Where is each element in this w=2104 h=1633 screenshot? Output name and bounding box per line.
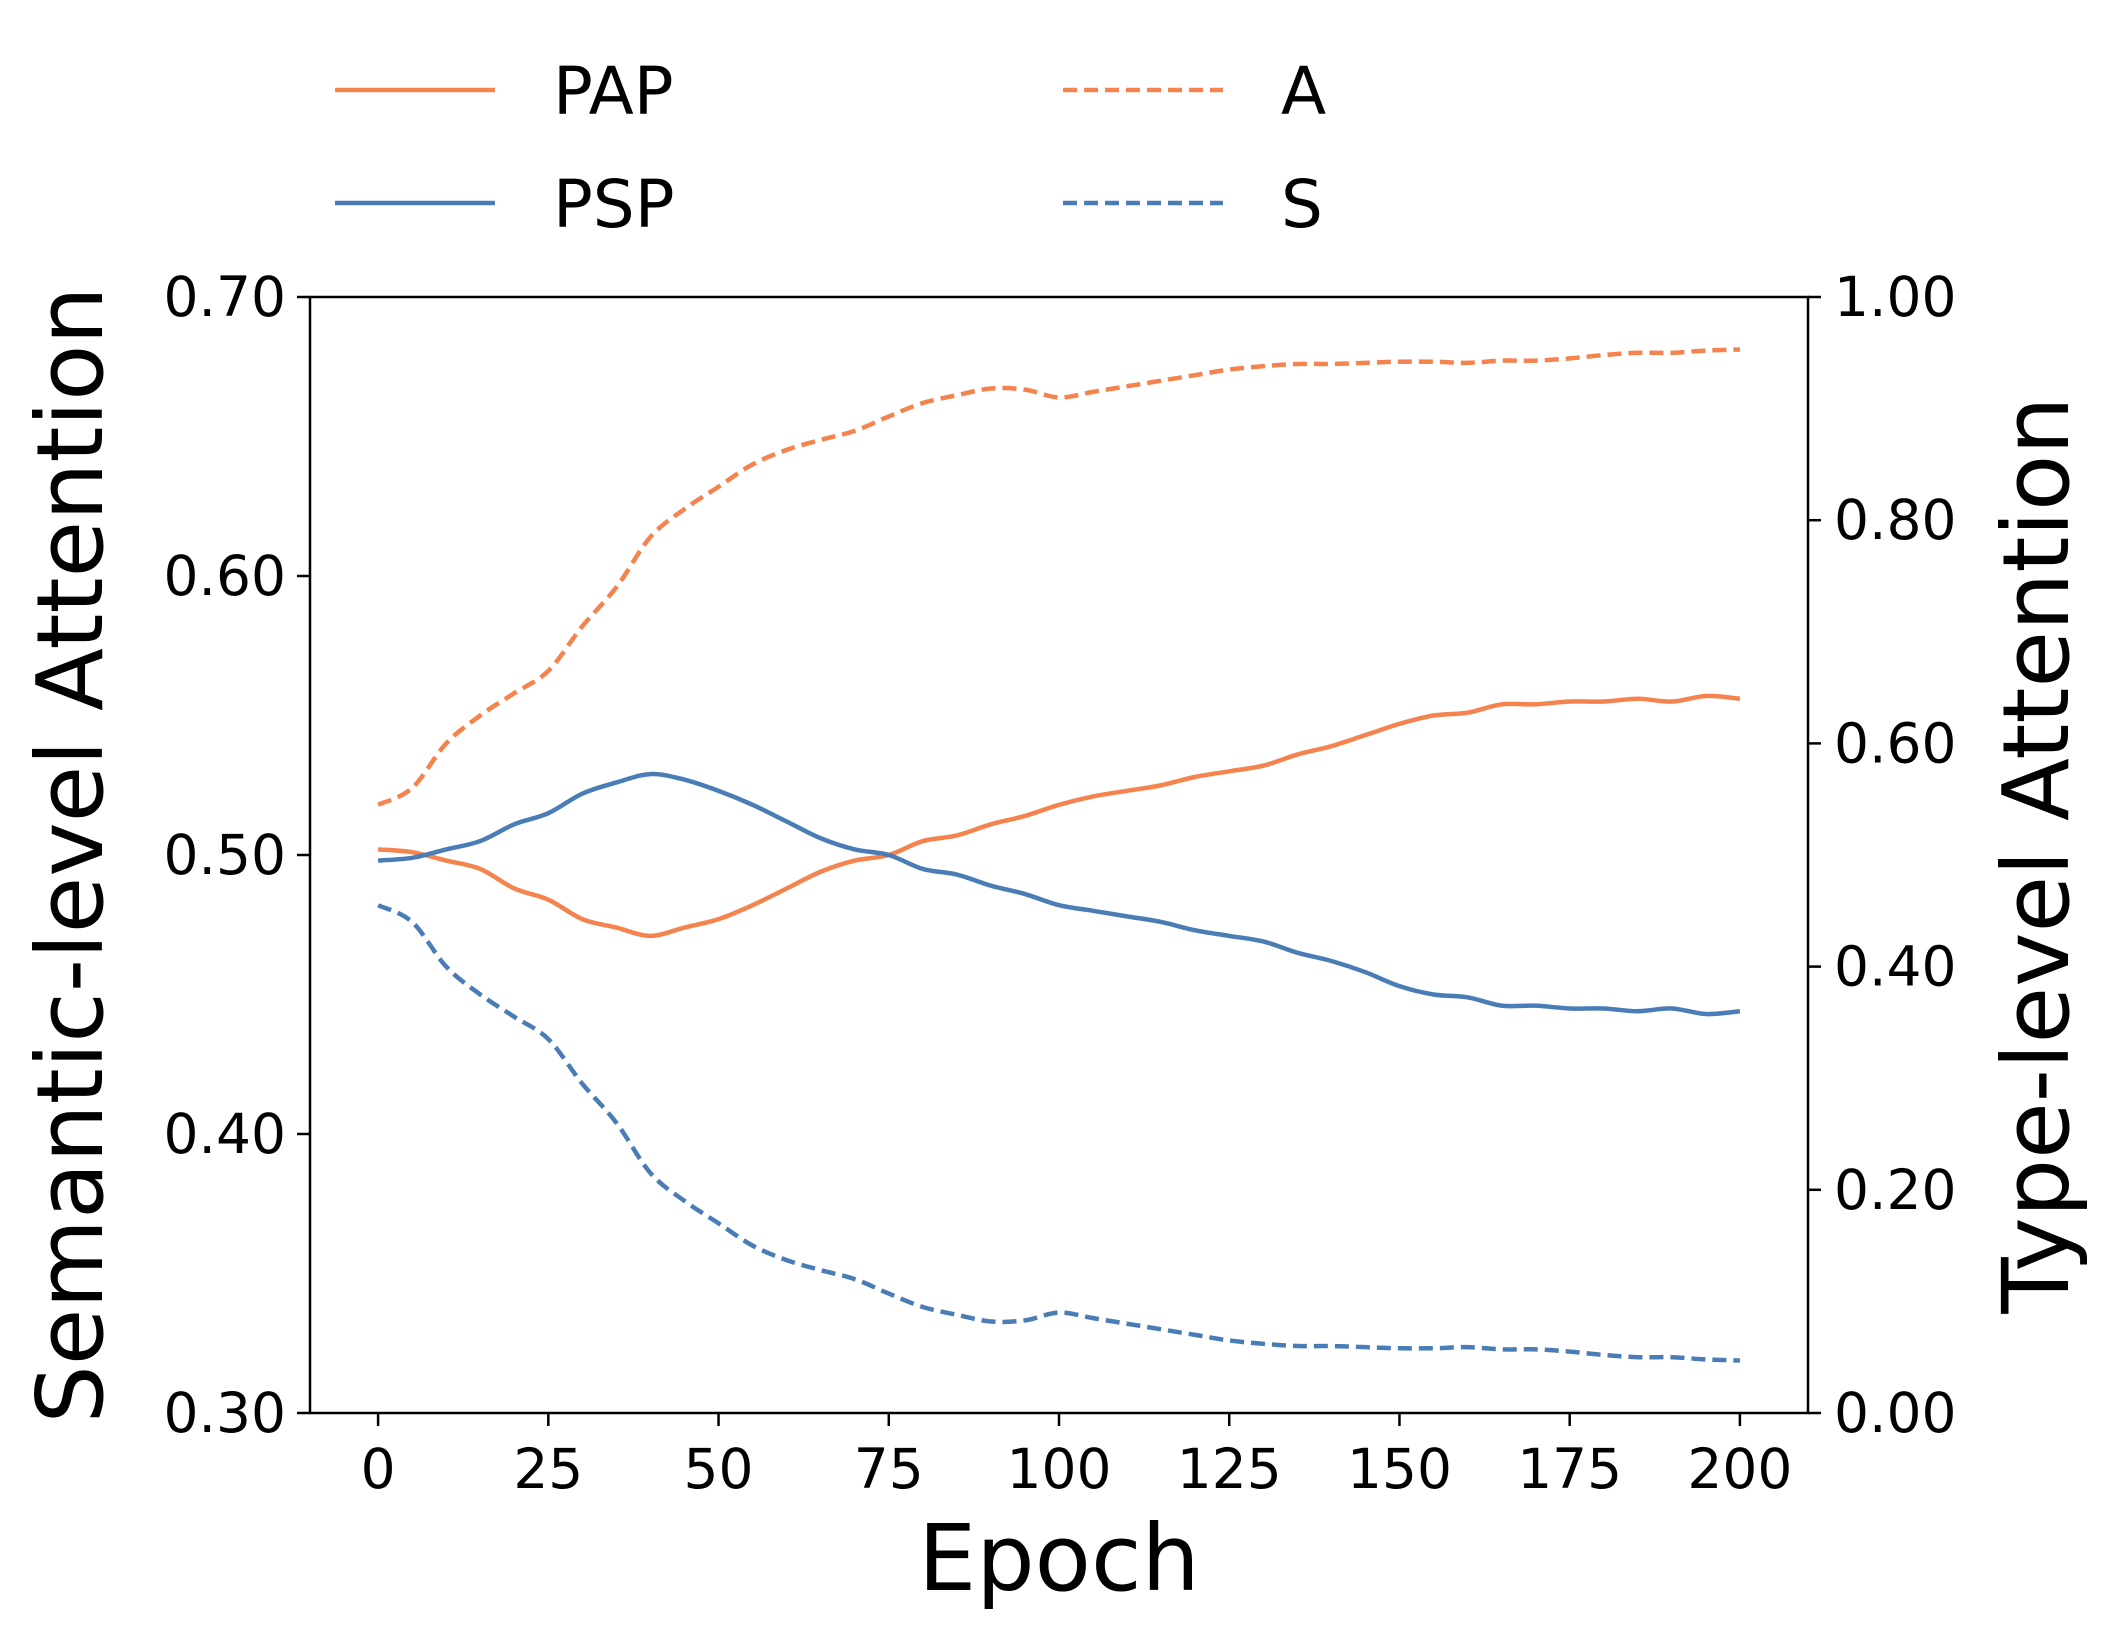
legend: PAP PSP AS [335,53,1326,243]
y-right-tick-label: 0.80 [1834,488,1956,552]
plot-series [377,347,1741,1363]
x-tick-label: 75 [854,1437,924,1501]
x-tick-label: 175 [1517,1437,1622,1501]
x-tick-label: 25 [513,1437,583,1501]
plot-frame [308,295,1810,1415]
y-right-tick-label: 0.20 [1834,1158,1956,1222]
y-left-tick-label: 0.70 [164,265,286,329]
x-axis-title: Epoch [918,1505,1200,1612]
x-tick-label: 125 [1177,1437,1282,1501]
legend-label-s: S [1281,166,1323,243]
series-line-a [377,347,1740,807]
legend-label-psp: PSP [553,166,675,243]
x-tick-label: 0 [361,1437,396,1501]
x-tick-label: 50 [684,1437,754,1501]
series-line-pap [377,693,1741,939]
y-right-tick-label: 0.00 [1834,1381,1956,1445]
x-tick-label: 150 [1347,1437,1452,1501]
series-line-psp [377,771,1741,1017]
y-left-tick-label: 0.30 [164,1381,286,1445]
y-axis-left-title: Semantic-level Attention [17,286,124,1423]
y-axis-left: 0.30 0.40 0.50 0.60 0.70 [164,265,310,1445]
y-axis-right-title: Type-level Attention [1983,396,2090,1314]
y-left-tick-label: 0.50 [164,823,286,887]
y-axis-right: 0.00 0.20 0.40 0.60 0.80 1.00 [1808,265,1956,1445]
legend-label-a: A [1281,53,1326,130]
y-right-tick-label: 0.60 [1834,711,1956,775]
legend-label-pap: PAP [553,53,674,130]
series-line-s [377,903,1740,1363]
x-axis: 0 25 50 75 100 125 150 175 200 [361,1413,1792,1501]
y-left-tick-label: 0.60 [164,544,286,608]
x-tick-label: 100 [1007,1437,1112,1501]
y-right-tick-label: 0.40 [1834,935,1956,999]
x-tick-label: 200 [1687,1437,1792,1501]
y-left-tick-label: 0.40 [164,1102,286,1166]
y-right-tick-label: 1.00 [1834,265,1956,329]
